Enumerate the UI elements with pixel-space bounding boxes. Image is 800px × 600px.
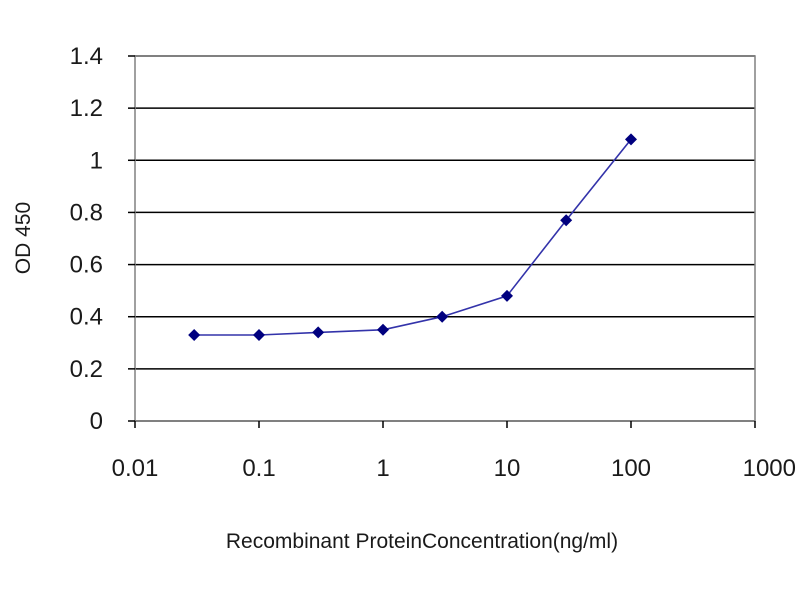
x-tick-label: 10 — [494, 455, 521, 482]
x-tick-label: 0.1 — [242, 455, 275, 482]
x-axis-ticks: 0.01 0.1 1 10 100 1000 — [112, 421, 796, 482]
x-tick-label: 0.01 — [112, 455, 159, 482]
y-axis-title: OD 450 — [12, 202, 35, 274]
data-point-marker — [436, 310, 449, 323]
gridlines — [135, 55, 755, 422]
y-axis-ticks: 0 0.2 0.4 0.6 0.8 1 1.2 1.4 — [70, 43, 135, 435]
y-tick-label: 1 — [90, 147, 103, 174]
series-line — [194, 138, 632, 336]
y-tick-label: 0 — [90, 408, 103, 435]
data-point-marker — [377, 323, 389, 336]
data-point-marker — [253, 328, 265, 341]
data-point-marker — [501, 289, 513, 302]
y-tick-label: 0.4 — [70, 304, 103, 331]
x-tick-label: 1 — [376, 455, 389, 482]
x-tick-label: 1000 — [743, 455, 796, 482]
x-axis-title: Recombinant ProteinConcentration(ng/ml) — [226, 530, 618, 553]
y-tick-label: 0.2 — [70, 356, 103, 383]
y-tick-label: 0.6 — [70, 252, 103, 279]
plot-area-border — [134, 55, 756, 422]
y-tick-label: 0.8 — [70, 199, 103, 226]
series-group — [188, 133, 637, 341]
y-tick-label: 1.4 — [70, 43, 103, 70]
x-tick-label: 100 — [611, 455, 651, 482]
data-point-marker — [312, 326, 325, 339]
data-point-marker — [560, 214, 573, 227]
y-tick-label: 1.2 — [70, 95, 103, 122]
data-point-marker — [625, 133, 637, 146]
data-point-marker — [188, 328, 201, 341]
